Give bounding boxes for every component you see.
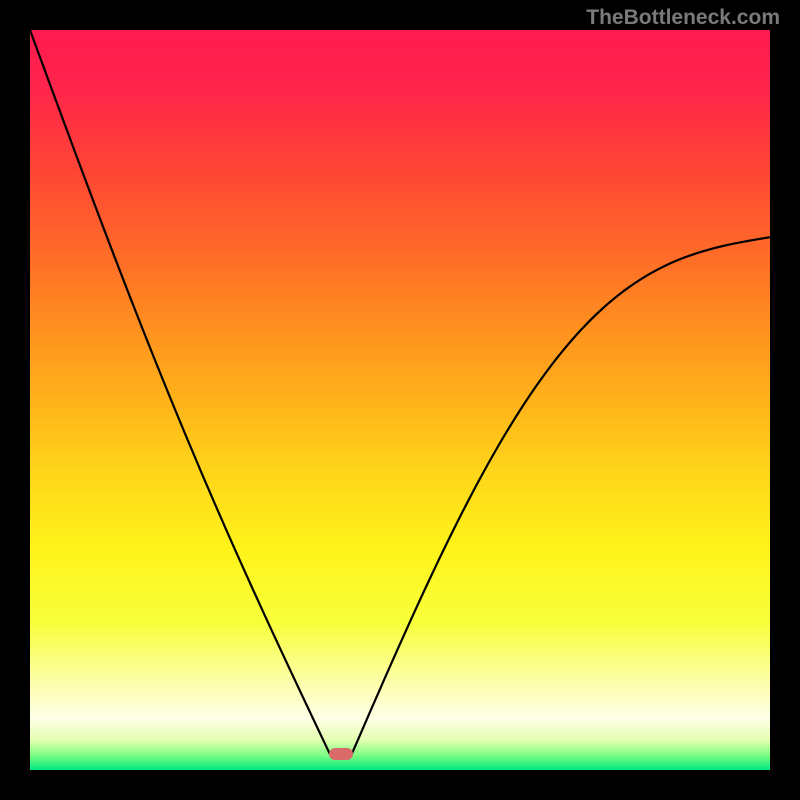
plot-svg (30, 30, 770, 770)
plot-area (30, 30, 770, 770)
watermark-text: TheBottleneck.com (586, 6, 780, 30)
min-marker (329, 748, 353, 760)
chart-container: TheBottleneck.com (0, 0, 800, 800)
